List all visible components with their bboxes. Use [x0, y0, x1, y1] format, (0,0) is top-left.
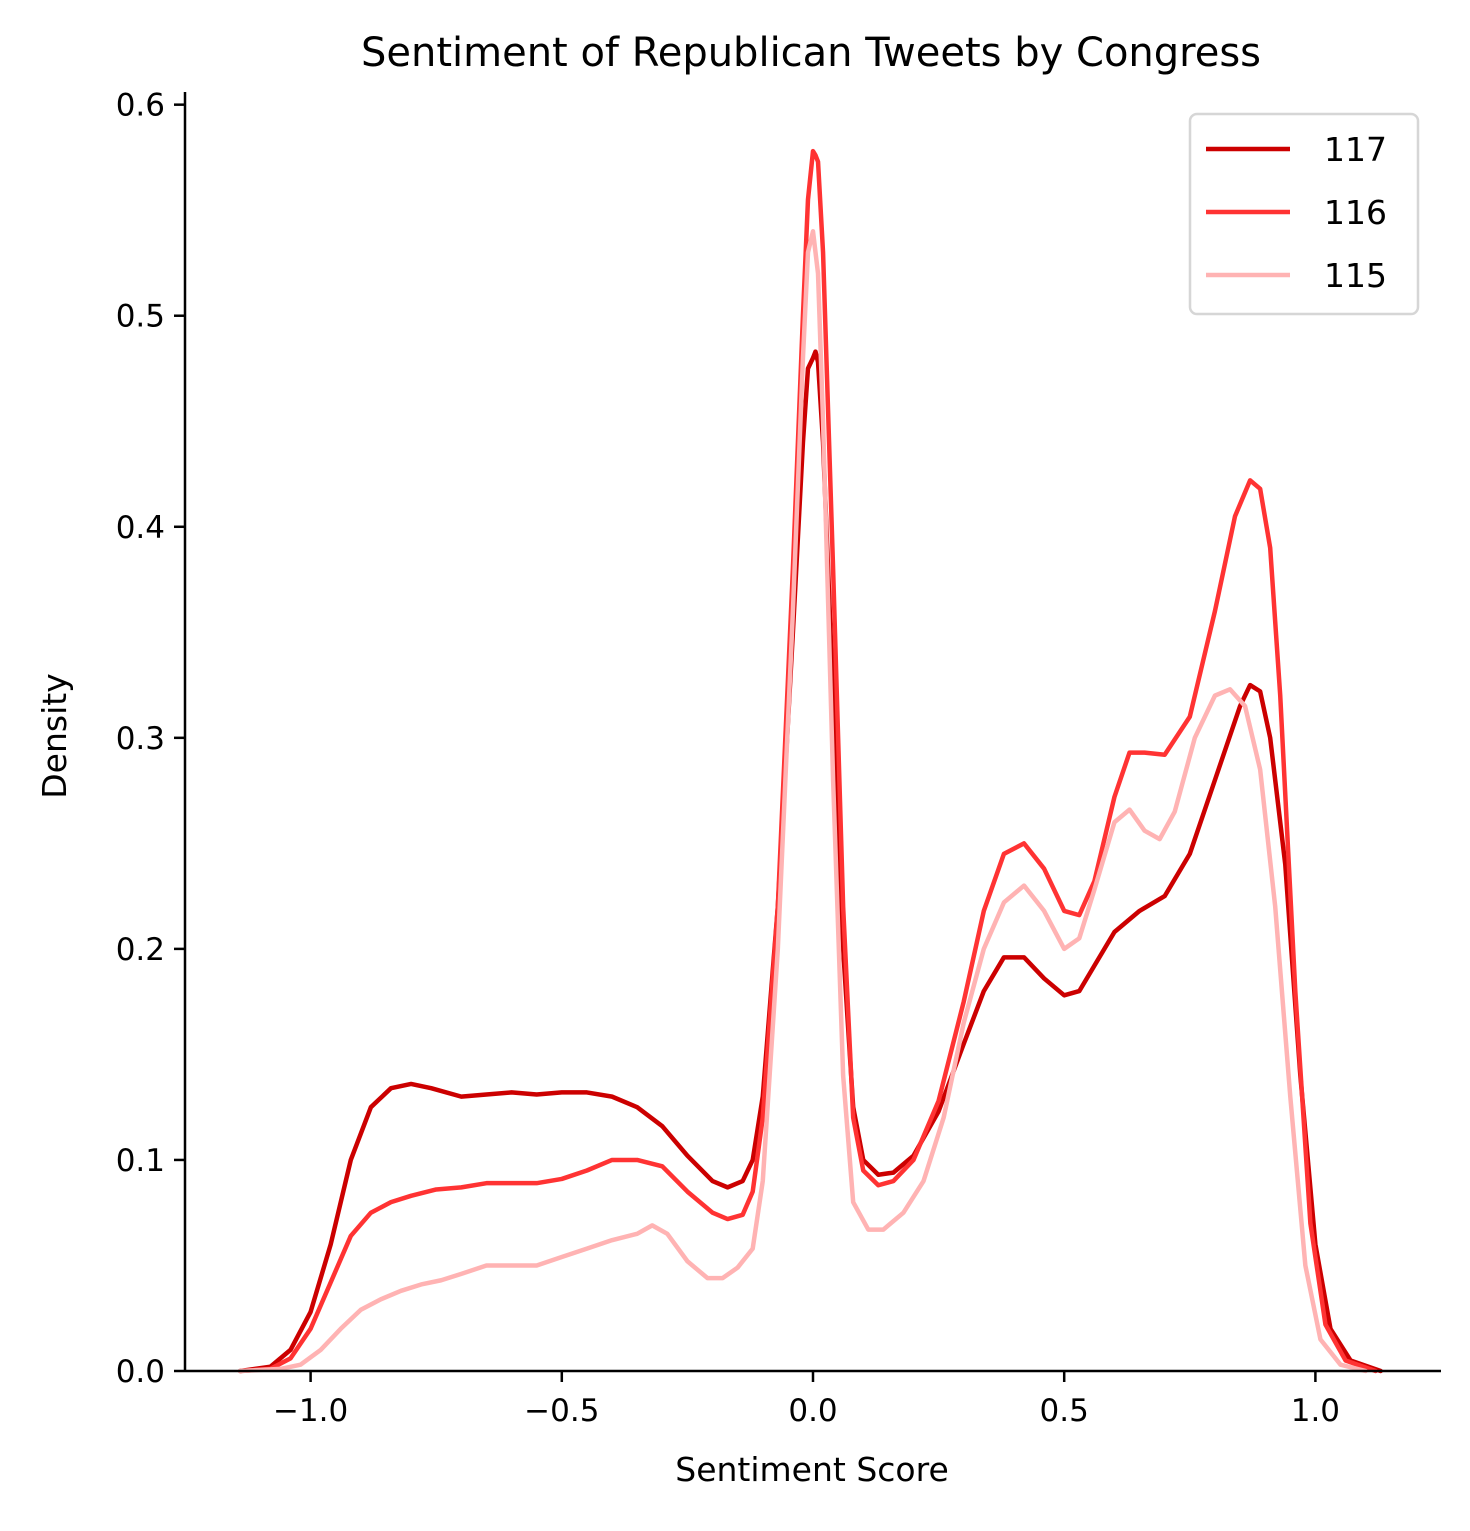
y-tick-label: 0.0: [116, 1354, 165, 1390]
y-tick-label: 0.3: [116, 721, 165, 757]
chart-title: Sentiment of Republican Tweets by Congre…: [361, 30, 1261, 76]
x-tick-label: −1.0: [273, 1393, 348, 1429]
series-line-117: [238, 349, 1383, 1374]
legend-label-116: 116: [1324, 193, 1387, 232]
plot-series: [238, 148, 1383, 1374]
y-tick-label: 0.4: [116, 510, 165, 546]
legend-frame: [1188, 112, 1420, 316]
axes: −1.0 −0.5 0.0 0.5 1.0 0.0 0.1 0.2 0.3 0.4 0.5 0.6: [116, 88, 1441, 1429]
series-line-115: [238, 229, 1368, 1374]
x-tick-label: −0.5: [524, 1393, 599, 1429]
x-tick-label: 0.0: [788, 1393, 837, 1429]
x-axis-label: Sentiment Score: [675, 1450, 949, 1489]
y-tick-label: 0.5: [116, 299, 165, 335]
y-tick-label: 0.2: [116, 932, 165, 968]
x-tick-label: 1.0: [1291, 1393, 1340, 1429]
x-tick-label: 0.5: [1040, 1393, 1089, 1429]
legend-label-115: 115: [1324, 256, 1387, 295]
legend: 117 116 115: [1188, 112, 1420, 316]
y-tick-label: 0.6: [116, 88, 165, 124]
legend-label-117: 117: [1324, 130, 1387, 169]
y-axis-label: Density: [35, 673, 74, 798]
y-tick-label: 0.1: [116, 1143, 165, 1179]
series-line-116: [238, 148, 1378, 1374]
